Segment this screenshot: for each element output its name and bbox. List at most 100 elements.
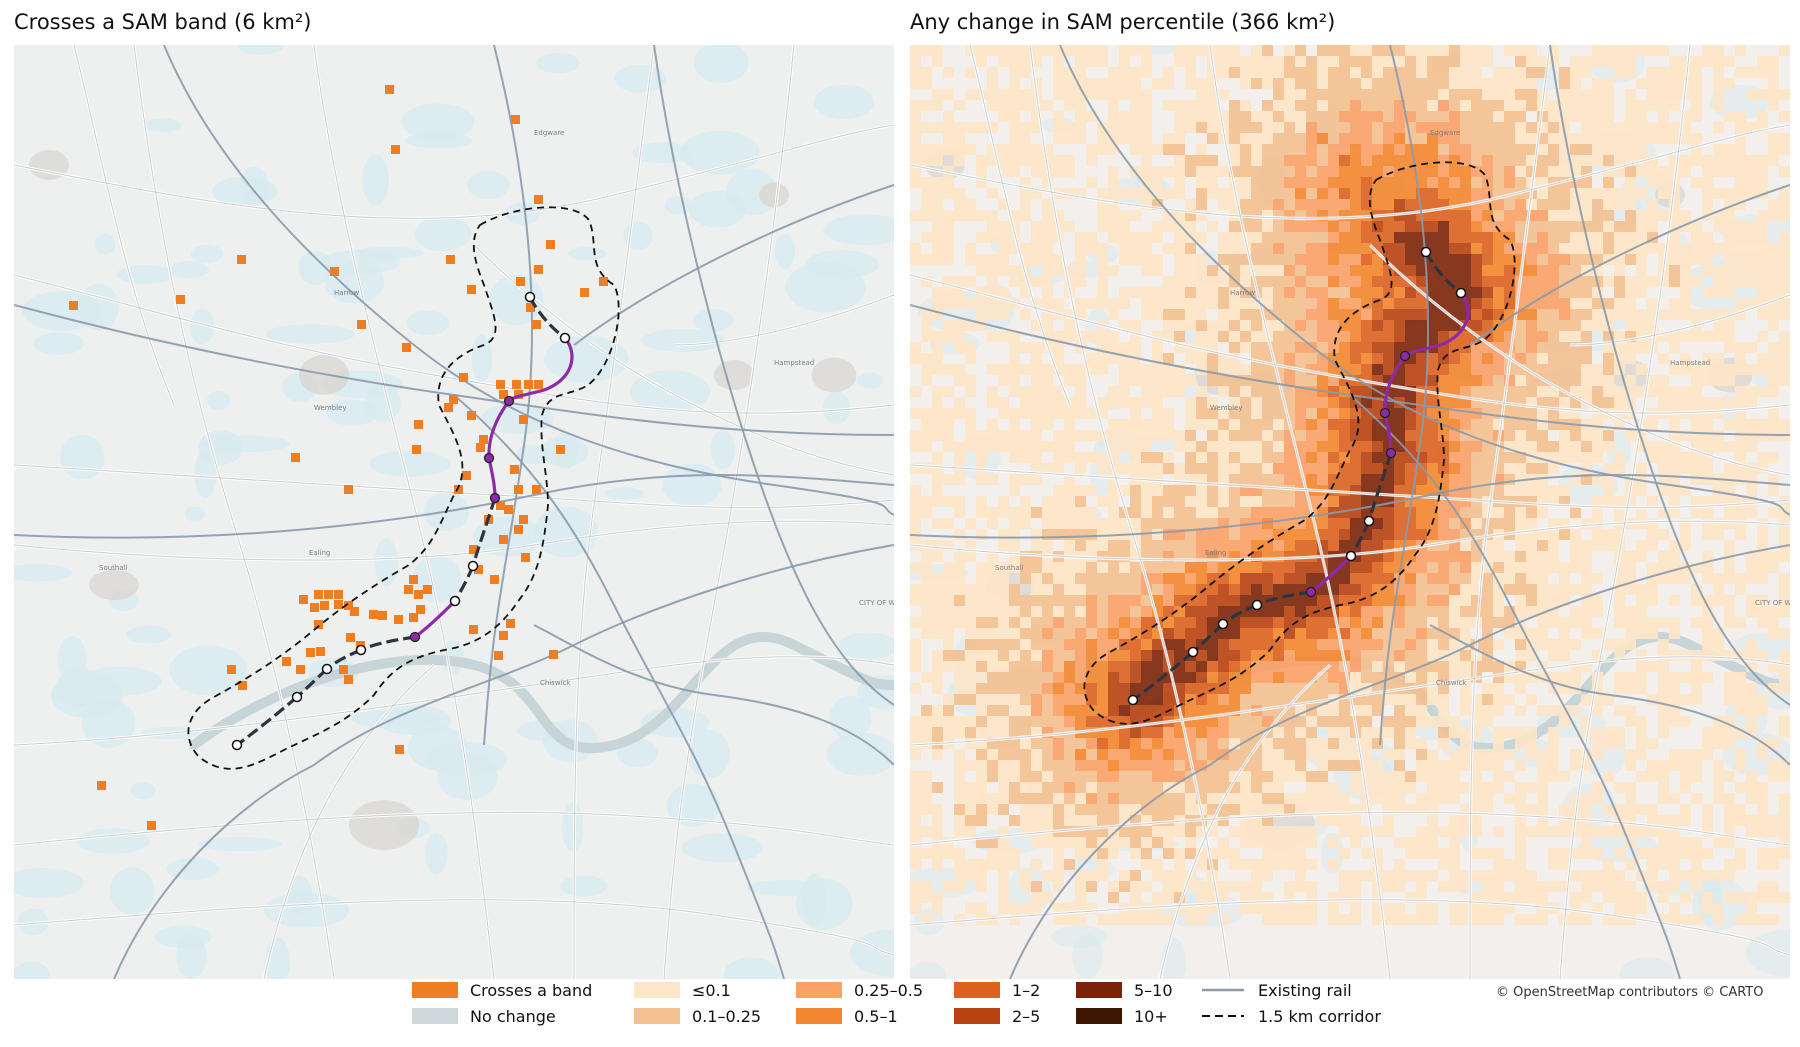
change-cell [1218,353,1229,364]
change-cell [1196,199,1207,210]
change-cell [1284,617,1295,628]
change-cell [1504,287,1515,298]
change-cell [1515,144,1526,155]
change-cell [1680,298,1691,309]
change-cell [1691,133,1702,144]
change-cell [921,573,932,584]
change-cell [1504,771,1515,782]
change-cell [1174,793,1185,804]
change-cell [1647,562,1658,573]
change-cell [1174,56,1185,67]
change-cell [1515,342,1526,353]
change-cell [1537,441,1548,452]
change-cell [1284,342,1295,353]
change-cell [954,441,965,452]
change-cell [1361,551,1372,562]
change-cell [1416,309,1427,320]
change-cell [1328,738,1339,749]
change-cell [1691,419,1702,430]
change-cell [1207,672,1218,683]
left-map[interactable]: Edgware Hampstead Wembley Ealing Southall Chi… [14,45,894,979]
change-cell [1614,45,1625,56]
change-cell [1262,45,1273,56]
change-cell [1372,342,1383,353]
change-cell [1196,232,1207,243]
change-cell [1449,441,1460,452]
crossing-cell [580,288,589,297]
water-patch [837,632,894,660]
change-cell [932,353,943,364]
change-cell [1262,749,1273,760]
change-cell [1493,661,1504,672]
change-cell [1295,573,1306,584]
change-cell [1438,485,1449,496]
change-cell [1493,177,1504,188]
change-cell [1295,672,1306,683]
change-cell [954,595,965,606]
change-cell [1647,199,1658,210]
change-cell [1416,122,1427,133]
change-cell [1394,188,1405,199]
change-cell [1020,793,1031,804]
change-cell [1075,122,1086,133]
change-cell [1020,430,1031,441]
change-cell [910,639,921,650]
change-cell [1383,320,1394,331]
change-cell [1460,672,1471,683]
change-cell [1702,551,1713,562]
change-cell [910,463,921,474]
change-cell [1647,771,1658,782]
change-cell [1427,353,1438,364]
change-cell [1779,716,1790,727]
change-cell [1603,364,1614,375]
right-map[interactable]: Edgware Hampstead Wembley Ealing Southall Chi… [910,45,1790,979]
change-cell [1262,265,1273,276]
change-cell [1328,617,1339,628]
change-cell [1570,144,1581,155]
change-cell [1031,441,1042,452]
change-cell [1328,661,1339,672]
change-cell [1680,452,1691,463]
change-cell [1295,188,1306,199]
station-existing [355,644,367,656]
change-cell [1196,672,1207,683]
change-cell [976,716,987,727]
change-cell [1086,683,1097,694]
change-cell [1317,144,1328,155]
change-cell [1625,496,1636,507]
change-cell [1438,606,1449,617]
change-cell [1592,298,1603,309]
crossing-cell [282,657,291,666]
change-cell [1284,210,1295,221]
change-cell [1097,529,1108,540]
change-cell [1636,265,1647,276]
change-cell [932,727,943,738]
change-cell [1746,474,1757,485]
change-cell [1427,408,1438,419]
change-cell [1075,639,1086,650]
change-cell [1075,672,1086,683]
crossing-cell [416,605,425,614]
change-cell [1383,584,1394,595]
change-cell [1449,177,1460,188]
change-cell [1416,221,1427,232]
change-cell [1207,573,1218,584]
change-cell [1361,45,1372,56]
change-cell [1350,331,1361,342]
change-cell [1504,441,1515,452]
change-cell [998,771,1009,782]
change-cell [1042,573,1053,584]
change-cell [1669,617,1680,628]
change-cell [1592,540,1603,551]
change-cell [1713,331,1724,342]
change-cell [1163,760,1174,771]
change-cell [1526,100,1537,111]
change-cell [1482,628,1493,639]
change-cell [1295,265,1306,276]
change-cell [1559,419,1570,430]
change-cell [910,716,921,727]
change-cell [1537,793,1548,804]
change-cell [1768,551,1779,562]
change-cell [1141,265,1152,276]
change-cell [965,683,976,694]
